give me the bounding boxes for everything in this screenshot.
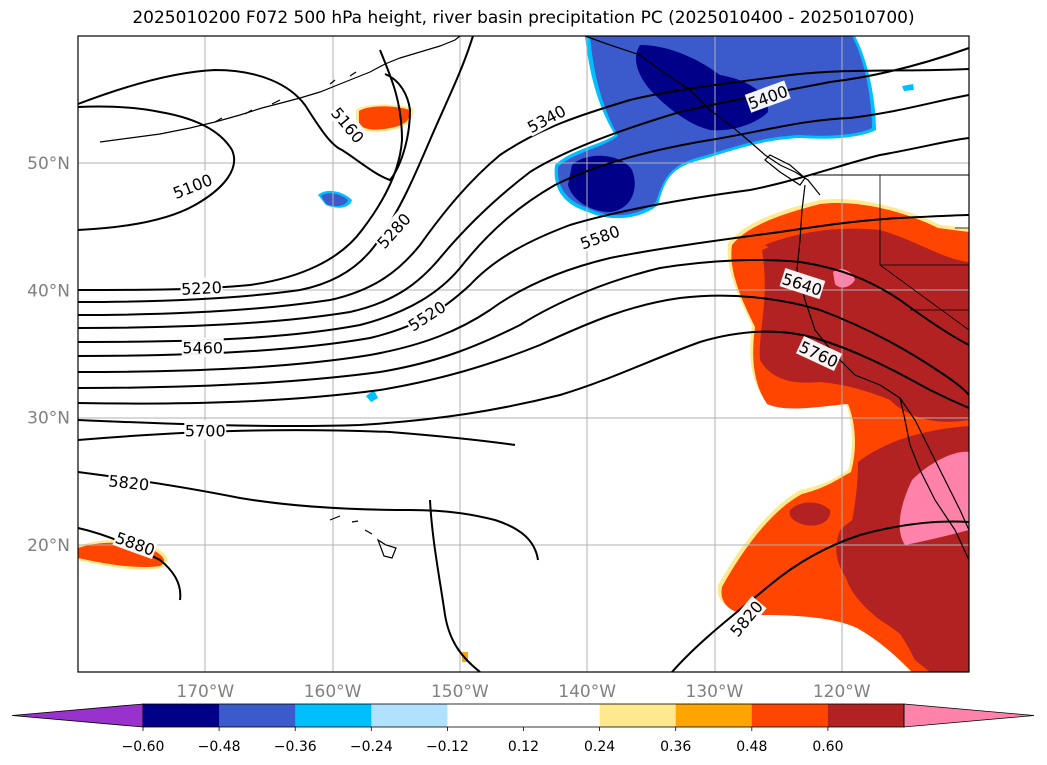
contour-5400 [77, 47, 970, 329]
contour-5340 [77, 68, 970, 316]
contour-5100 [77, 105, 236, 231]
contour-5520 [77, 137, 970, 357]
colorbar-segment [295, 704, 372, 727]
contour-5820-southwest [429, 499, 481, 673]
colorbar-segment [523, 704, 601, 727]
colorbar-tick-label: 0.60 [812, 739, 843, 755]
state-borders [879, 175, 970, 331]
lat-label-40: 40°N [27, 281, 70, 301]
vancouver-island [764, 154, 806, 186]
colorbar-tick-label: −0.60 [122, 739, 165, 755]
lat-label-20: 20°N [27, 536, 70, 556]
dry-speck-bc [902, 84, 914, 91]
bc-coast [584, 35, 821, 196]
colorbar-segment [827, 704, 905, 727]
longitude-labels: 170°W 160°W 150°W 140°W 130°W 120°W [176, 682, 870, 702]
contour-5580 [77, 214, 970, 373]
plot-area: 5100516052205280534054005460552055805640… [77, 35, 970, 673]
contour-label-5460: 5460 [181, 337, 224, 358]
contour-5880 [77, 527, 182, 601]
colorbar-segment [219, 704, 296, 727]
contour-label-text: 5820 [108, 471, 150, 494]
lat-label-30: 30°N [27, 409, 70, 429]
contour-label-text: 5220 [181, 278, 223, 299]
contour-5460 [77, 94, 970, 343]
baja-red-patch [789, 502, 831, 526]
colorbar-tick-label: −0.48 [198, 739, 241, 755]
colorbar-over-arrow [903, 703, 1035, 728]
map-frame [77, 35, 970, 673]
coastlines [99, 35, 970, 561]
colorbar-tick-label: 0.48 [736, 739, 767, 755]
alaska-red-patch [359, 106, 411, 130]
contour-5640 [77, 259, 970, 389]
colorbar-segment [143, 704, 220, 727]
height-contours [77, 35, 970, 673]
lat-label-50: 50°N [27, 154, 70, 174]
colorbar-under-arrow [11, 703, 144, 728]
contour-label-text: 5460 [182, 339, 223, 358]
colorbar-tick-label: −0.36 [274, 739, 317, 755]
lon-label-120: 120°W [813, 682, 871, 702]
dry-speck-155w [366, 390, 378, 402]
hawaii-islands [329, 515, 397, 559]
colorbar-segment [751, 704, 829, 727]
colorbar-tick-label: −0.12 [426, 739, 469, 755]
contour-label-text: 5700 [185, 421, 226, 440]
contour-label-5820: 5820 [107, 470, 151, 495]
colorbar: −0.60 −0.48 −0.36 −0.24 −0.12 0.12 0.24 0.36 0.4… [11, 703, 1035, 755]
lon-label-130: 130°W [686, 682, 744, 702]
colorbar-segment [675, 704, 753, 727]
contour-5700 [77, 294, 970, 405]
lon-label-140: 140°W [558, 682, 616, 702]
northwest-dry-core-south [568, 155, 635, 212]
baja-coast [899, 397, 970, 531]
alaska-coast [99, 35, 461, 143]
colorbar-tick-label: 0.12 [508, 739, 539, 755]
colorbar-tick-label: 0.36 [660, 739, 691, 755]
contour-label-5700: 5700 [184, 420, 227, 440]
colorbar-tick-label: −0.24 [350, 739, 393, 755]
colorbar-segment [599, 704, 677, 727]
colorbar-segment [447, 704, 524, 727]
contour-5820 [77, 471, 539, 561]
contour-5160 [77, 68, 412, 182]
colorbar-segment [371, 704, 448, 727]
graticule [78, 36, 969, 672]
contour-5820-north [77, 429, 516, 446]
us-west-coast [796, 184, 970, 561]
latitude-labels: 50°N 40°N 30°N 20°N [27, 154, 70, 556]
lon-label-170: 170°W [176, 682, 234, 702]
map-title: 2025010200 F072 500 hPa height, river ba… [132, 8, 915, 28]
contour-5820-east [671, 520, 970, 673]
lon-label-150: 150°W [431, 682, 489, 702]
colorbar-tick-label: 0.24 [584, 739, 615, 755]
dry-patch-160w [321, 193, 348, 207]
contour-label-5220: 5220 [179, 276, 223, 299]
precipitation-positive-shading [78, 104, 969, 673]
lon-label-160: 160°W [304, 682, 362, 702]
alaska-islands [214, 71, 357, 123]
contour-5760 [77, 330, 970, 428]
